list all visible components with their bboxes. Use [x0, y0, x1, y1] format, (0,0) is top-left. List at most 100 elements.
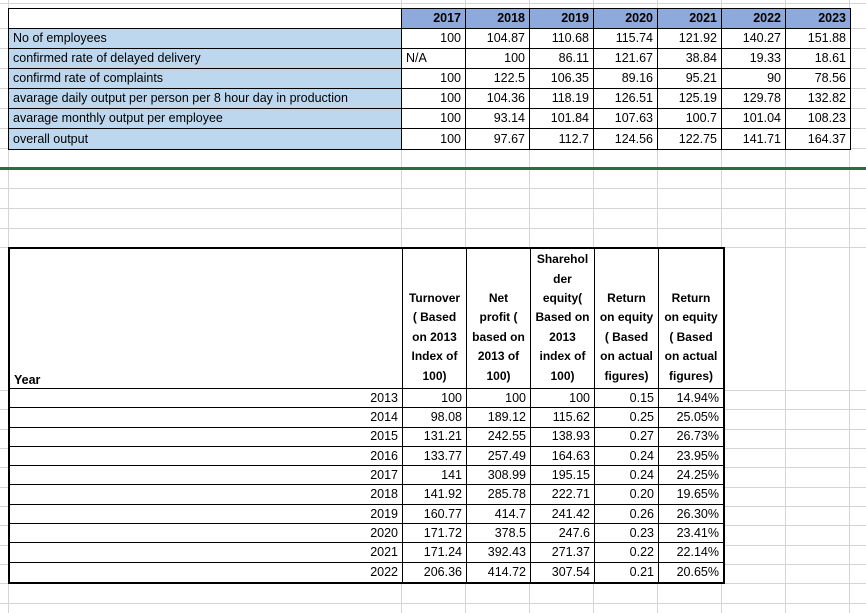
value-cell[interactable]: 125.19 [658, 89, 722, 109]
value-cell[interactable]: 0.27 [595, 427, 659, 447]
value-cell[interactable]: 0.21 [595, 562, 659, 582]
value-cell[interactable]: 101.84 [530, 109, 594, 129]
value-cell[interactable]: 271.37 [531, 543, 595, 563]
value-cell[interactable]: 25.05% [659, 408, 723, 428]
value-cell[interactable]: 141.71 [722, 129, 786, 149]
value-cell[interactable]: 100 [403, 389, 467, 409]
row-label-cell[interactable]: avarage monthly output per employee [9, 109, 402, 129]
value-cell[interactable]: 132.82 [786, 89, 850, 109]
column-header-cell[interactable]: Turnover ( Based on 2013 Index of 100) [403, 249, 467, 389]
value-cell[interactable]: 195.15 [531, 466, 595, 486]
year-cell[interactable]: 2021 [10, 543, 403, 563]
value-cell[interactable]: 126.51 [594, 89, 658, 109]
value-cell[interactable]: 308.99 [467, 466, 531, 486]
corner-cell[interactable] [9, 9, 402, 29]
year-cell[interactable]: 2018 [10, 485, 403, 505]
year-cell[interactable]: 2013 [10, 389, 403, 409]
value-cell[interactable]: 257.49 [467, 446, 531, 467]
year-cell[interactable]: 2019 [10, 504, 403, 525]
year-header-cell[interactable]: 2022 [722, 9, 786, 29]
column-header-cell[interactable]: Return on equity ( Based on actual figur… [659, 249, 723, 389]
row-label-cell[interactable]: overall output [9, 129, 402, 149]
value-cell[interactable]: 19.65% [659, 485, 723, 505]
value-cell[interactable]: 133.77 [403, 446, 467, 467]
value-cell[interactable]: 122.5 [466, 69, 530, 89]
value-cell[interactable]: 100 [402, 89, 466, 109]
value-cell[interactable]: 241.42 [531, 504, 595, 525]
value-cell[interactable]: 121.92 [658, 29, 722, 49]
value-cell[interactable]: 100.7 [658, 109, 722, 129]
value-cell[interactable]: 189.12 [467, 408, 531, 428]
row-label-cell[interactable]: No of employees [9, 29, 402, 49]
value-cell[interactable]: N/A [402, 49, 466, 69]
value-cell[interactable]: 171.24 [403, 543, 467, 563]
value-cell[interactable]: 104.87 [466, 29, 530, 49]
value-cell[interactable]: 18.61 [786, 49, 850, 69]
value-cell[interactable]: 206.36 [403, 562, 467, 582]
value-cell[interactable]: 121.67 [594, 49, 658, 69]
value-cell[interactable]: 98.08 [403, 408, 467, 428]
value-cell[interactable]: 100 [402, 129, 466, 149]
value-cell[interactable]: 108.23 [786, 109, 850, 129]
value-cell[interactable]: 122.75 [658, 129, 722, 149]
value-cell[interactable]: 110.68 [530, 29, 594, 49]
year-header-cell[interactable]: 2023 [786, 9, 850, 29]
year-header-cell[interactable]: 2020 [594, 9, 658, 29]
value-cell[interactable]: 100 [531, 389, 595, 409]
value-cell[interactable]: 14.94% [659, 389, 723, 409]
year-cell[interactable]: 2016 [10, 446, 403, 467]
value-cell[interactable]: 97.67 [466, 129, 530, 149]
value-cell[interactable]: 38.84 [658, 49, 722, 69]
year-column-header-cell[interactable]: Year [10, 249, 403, 389]
value-cell[interactable]: 93.14 [466, 109, 530, 129]
value-cell[interactable]: 100 [402, 69, 466, 89]
value-cell[interactable]: 124.56 [594, 129, 658, 149]
value-cell[interactable]: 378.5 [467, 524, 531, 544]
column-header-cell[interactable]: Sharehol der equity( Based on 2013 index… [531, 249, 595, 389]
value-cell[interactable]: 392.43 [467, 543, 531, 563]
year-header-cell[interactable]: 2021 [658, 9, 722, 29]
value-cell[interactable]: 247.6 [531, 524, 595, 544]
value-cell[interactable]: 0.24 [595, 466, 659, 486]
year-header-cell[interactable]: 2017 [402, 9, 466, 29]
value-cell[interactable]: 118.19 [530, 89, 594, 109]
value-cell[interactable]: 164.37 [807, 131, 846, 146]
value-cell[interactable]: 23.41% [659, 524, 723, 544]
value-cell[interactable]: 112.7 [530, 129, 594, 149]
value-cell[interactable]: 140.27 [722, 29, 786, 49]
row-label-cell[interactable]: confirmed rate of delayed delivery [9, 49, 402, 69]
value-cell[interactable]: 100 [402, 109, 466, 129]
value-cell[interactable]: 106.35 [530, 69, 594, 89]
value-cell[interactable]: 22.14% [659, 543, 723, 563]
year-cell[interactable]: 2014 [10, 408, 403, 428]
value-cell[interactable]: 86.11 [530, 49, 594, 69]
value-cell[interactable]: 222.71 [531, 485, 595, 505]
row-label-cell[interactable]: confirmd rate of complaints [9, 69, 402, 89]
value-cell[interactable]: 104.36 [466, 89, 530, 109]
year-cell[interactable]: 2022 [10, 562, 403, 582]
value-cell[interactable]: 115.62 [531, 408, 595, 428]
value-cell[interactable]: 107.63 [594, 109, 658, 129]
year-header-cell[interactable]: 2018 [466, 9, 530, 29]
value-cell[interactable]: 129.78 [722, 89, 786, 109]
column-header-cell[interactable]: Net profit ( based on 2013 of 100) [467, 249, 531, 389]
value-cell[interactable]: 0.25 [595, 408, 659, 428]
value-cell[interactable]: 164.63 [531, 446, 595, 467]
value-cell[interactable]: 0.24 [595, 446, 659, 467]
value-cell[interactable]: 101.04 [722, 109, 786, 129]
value-cell[interactable]: 141 [403, 466, 467, 486]
value-cell[interactable]: 24.25% [659, 466, 723, 486]
value-cell[interactable]: 141.92 [403, 485, 467, 505]
value-cell[interactable]: 100 [467, 389, 531, 409]
value-cell[interactable]: 0.23 [595, 524, 659, 544]
value-cell[interactable]: 100 [402, 29, 466, 49]
row-label-cell[interactable]: avarage daily output per person per 8 ho… [9, 89, 402, 109]
value-cell[interactable]: 171.72 [403, 524, 467, 544]
value-cell[interactable]: 151.88 [786, 29, 850, 49]
value-cell[interactable]: 19.33 [722, 49, 786, 69]
value-cell[interactable]: 160.77 [403, 504, 467, 525]
column-header-cell[interactable]: Return on equity ( Based on actual figur… [595, 249, 659, 389]
value-cell[interactable]: 115.74 [594, 29, 658, 49]
year-cell[interactable]: 2017 [10, 466, 403, 486]
value-cell[interactable]: 307.54 [531, 562, 595, 582]
